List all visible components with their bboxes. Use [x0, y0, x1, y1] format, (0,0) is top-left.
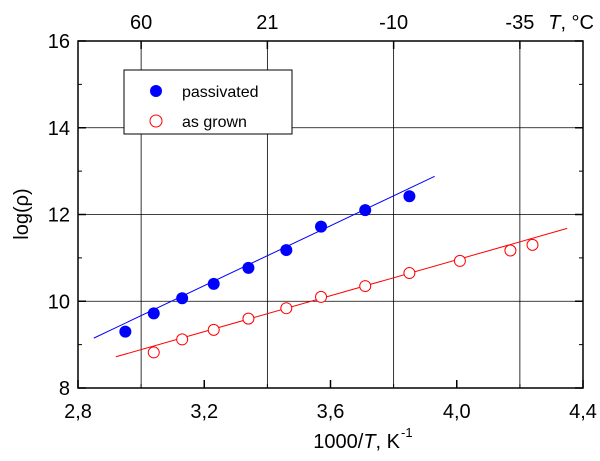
x-axis-title: 1000/T, K: [313, 431, 400, 453]
legend-label-passivated: passivated: [182, 84, 259, 101]
legend: passivated as grown: [123, 69, 293, 135]
point-passivated: [207, 277, 220, 290]
point-passivated: [315, 220, 328, 233]
point-as-grown: [359, 280, 372, 293]
point-passivated: [242, 261, 255, 274]
y-tick-label: 10: [48, 291, 70, 313]
y-axis-title: log(ρ): [11, 188, 33, 239]
legend-label-as-grown: as grown: [182, 114, 247, 131]
point-passivated: [403, 190, 416, 203]
x-tick-label: 4,0: [443, 401, 471, 423]
point-as-grown: [280, 302, 293, 315]
point-as-grown: [526, 238, 539, 251]
legend-marker-as-grown: [149, 114, 163, 128]
x-tick-label: 3,6: [317, 401, 345, 423]
point-as-grown: [147, 346, 160, 359]
axis-ticks: [77, 40, 584, 389]
top-tick-label: -35: [505, 12, 534, 34]
point-as-grown: [207, 323, 220, 336]
x-tick-label: 2,8: [64, 401, 92, 423]
top-tick-label: -10: [379, 12, 408, 34]
top-tick-label: 21: [256, 12, 278, 34]
x-axis-title-superscript: -1: [401, 425, 413, 440]
point-as-grown: [176, 333, 189, 346]
point-passivated: [359, 204, 372, 217]
fit-line-passivated: [93, 175, 435, 339]
tick-labels: 8 10 12 14 16 2,8 3,2 3,6 4,0 4,4 60 21 -10 -35: [48, 12, 597, 423]
top-axis-title: T, °C: [548, 12, 594, 34]
point-as-grown: [504, 244, 517, 257]
y-tick-label: 12: [48, 205, 70, 227]
y-tick-label: 14: [48, 118, 70, 140]
legend-marker-passivated: [150, 85, 162, 97]
y-tick-label: 16: [48, 31, 70, 53]
point-passivated: [280, 244, 293, 257]
point-as-grown: [242, 312, 255, 325]
top-tick-label: 60: [130, 12, 152, 34]
fit-lines: [93, 175, 568, 358]
x-tick-label: 4,4: [569, 401, 597, 423]
fit-line-as-grown: [115, 227, 568, 358]
point-passivated: [119, 325, 132, 338]
x-tick-label: 3,2: [190, 401, 218, 423]
point-as-grown: [403, 267, 416, 280]
point-as-grown: [453, 254, 466, 267]
point-as-grown: [315, 290, 328, 303]
y-tick-label: 8: [59, 378, 70, 400]
point-passivated: [176, 292, 189, 305]
data-points: [119, 190, 539, 359]
point-passivated: [147, 307, 160, 320]
